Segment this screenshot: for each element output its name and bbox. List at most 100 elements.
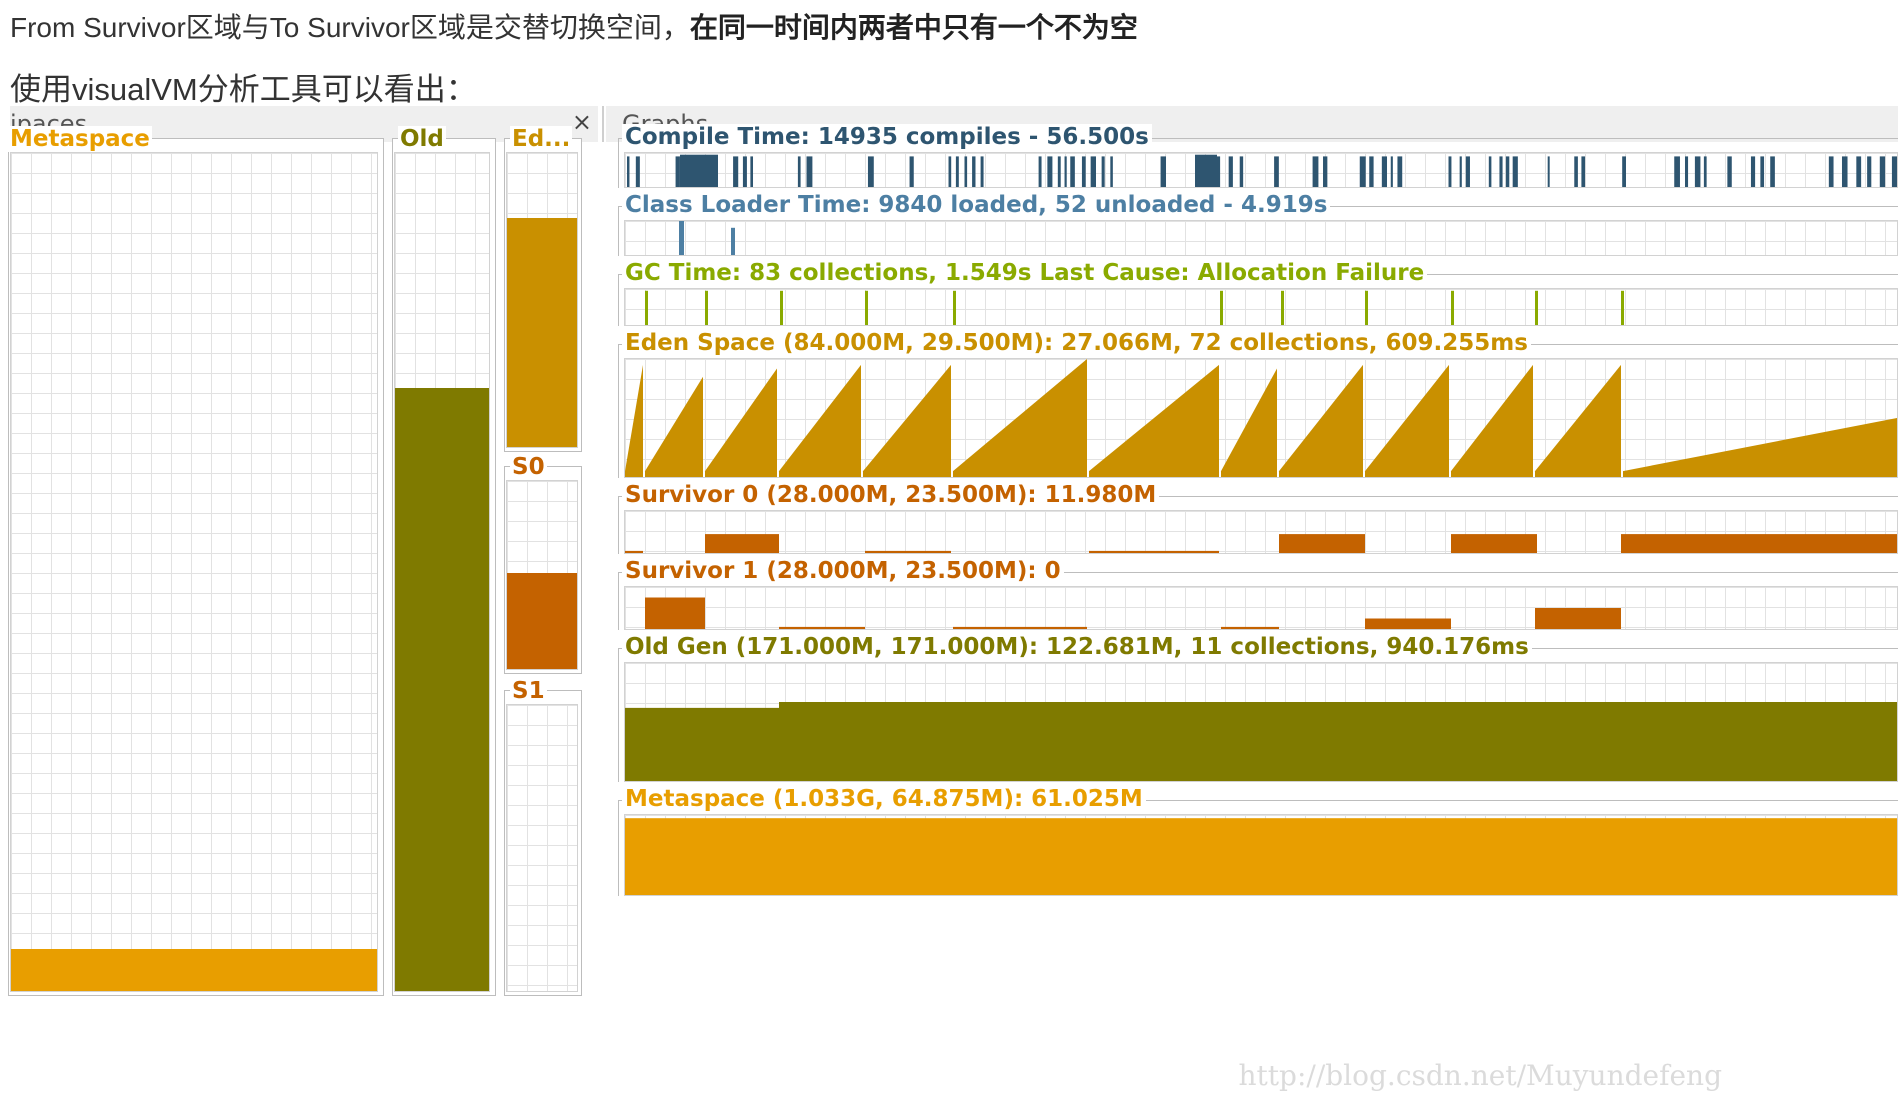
eden-graph-edge bbox=[618, 344, 619, 478]
compile-graph-plot bbox=[627, 154, 1897, 187]
close-icon[interactable]: × bbox=[571, 108, 592, 136]
compile-activity-bar bbox=[797, 156, 801, 187]
classloader-activity-bar bbox=[731, 227, 735, 255]
survivor0-occupancy-block bbox=[625, 550, 643, 553]
compile-activity-bar bbox=[1891, 156, 1897, 187]
oldgen-occupancy-area bbox=[625, 701, 1897, 781]
compile-activity-bar bbox=[1879, 156, 1886, 187]
compile-activity-bar bbox=[867, 156, 874, 187]
survivor1-occupancy-block bbox=[1365, 618, 1451, 629]
metaspace-graph bbox=[624, 814, 1898, 896]
eden-label: Ed... bbox=[510, 126, 573, 152]
gc-event-bar bbox=[865, 290, 868, 325]
gc-event-bar bbox=[1220, 290, 1223, 325]
s1-label: S1 bbox=[510, 678, 547, 704]
compile-activity-bar bbox=[1110, 156, 1113, 187]
gc-event-bar bbox=[645, 290, 648, 325]
old-grid bbox=[394, 152, 490, 992]
oldgen-graph-edge bbox=[618, 648, 619, 782]
metaspace-graph-title: Metaspace (1.033G, 64.875M): 61.025M bbox=[622, 786, 1146, 812]
compile-graph-frame bbox=[618, 138, 1898, 139]
gc-event-bar bbox=[953, 290, 956, 325]
compile-activity-bar bbox=[1057, 156, 1061, 187]
survivor1-graph-edge bbox=[618, 572, 619, 630]
eden-sawtooth-tooth bbox=[645, 376, 703, 477]
watermark: http://blog.csdn.net/Muyundefeng bbox=[1238, 1059, 1723, 1092]
compile-activity-bar bbox=[806, 156, 813, 187]
compile-activity-bar bbox=[1274, 156, 1279, 187]
s0-fill bbox=[507, 573, 577, 669]
intro-bold-text: 在同一时间内两者中只有一个不为空 bbox=[689, 12, 1138, 43]
gc-event-bar bbox=[1621, 290, 1624, 325]
survivor1-graph-frame bbox=[618, 572, 1898, 573]
eden-sawtooth-tooth bbox=[1535, 364, 1621, 477]
compile-activity-bar bbox=[635, 156, 640, 187]
compile-activity-bar bbox=[1459, 156, 1462, 187]
metaspace-grid bbox=[10, 152, 378, 992]
eden-sawtooth-tooth bbox=[1451, 364, 1533, 477]
old-fill bbox=[395, 387, 489, 991]
compile-activity-bar bbox=[1727, 156, 1732, 187]
compile-activity-bar bbox=[1359, 156, 1366, 187]
compile-activity-bar bbox=[675, 156, 680, 187]
compile-activity-bar bbox=[750, 156, 754, 187]
eden-sawtooth-tooth bbox=[705, 368, 777, 477]
compile-activity-bar bbox=[1465, 156, 1470, 187]
survivor0-graph-edge bbox=[618, 496, 619, 554]
compile-activity-bar bbox=[1505, 156, 1510, 187]
classloader-graph-plot bbox=[679, 221, 735, 255]
eden-sawtooth-tooth bbox=[1089, 364, 1219, 477]
survivor1-occupancy-block bbox=[779, 626, 865, 629]
compile-activity-bar bbox=[1684, 156, 1689, 187]
intro-line-1: From Survivor区域与To Survivor区域是交替切换空间，在同一… bbox=[10, 6, 1138, 46]
eden-fill bbox=[507, 217, 577, 447]
compile-activity-bar bbox=[1323, 156, 1328, 187]
survivor1-graph bbox=[624, 586, 1898, 630]
classloader-activity-bar bbox=[679, 221, 684, 255]
compile-activity-bar bbox=[1674, 156, 1680, 187]
oldgen-graph bbox=[624, 662, 1898, 782]
survivor1-graph-plot bbox=[645, 597, 1621, 629]
eden-sawtooth-tooth bbox=[1221, 368, 1277, 477]
gc-event-bar bbox=[1365, 290, 1368, 325]
compile-activity-bar bbox=[980, 156, 984, 187]
gc-event-bar bbox=[1535, 290, 1538, 325]
gc-event-bar bbox=[705, 290, 708, 325]
survivor0-occupancy-block bbox=[1451, 534, 1537, 553]
compile-activity-bar bbox=[1228, 156, 1233, 187]
compile-activity-bar bbox=[1499, 156, 1503, 187]
eden-sawtooth-tooth bbox=[779, 364, 861, 477]
eden-graph-plot bbox=[625, 359, 1897, 477]
compile-graph-title: Compile Time: 14935 compiles - 56.500s bbox=[622, 124, 1152, 150]
visualvm-screenshot: ipaces × Graphs Metaspace Old Ed... S0 S… bbox=[0, 106, 1902, 1100]
survivor0-occupancy-block bbox=[1089, 550, 1219, 553]
gc-event-bar bbox=[780, 290, 783, 325]
gc-graph-plot bbox=[645, 290, 1624, 325]
survivor0-occupancy-block bbox=[705, 534, 779, 553]
compile-activity-bar bbox=[627, 156, 630, 187]
survivor0-occupancy-block bbox=[1621, 534, 1897, 553]
compile-activity-bar bbox=[1488, 156, 1492, 187]
oldgen-graph-title: Old Gen (171.000M, 171.000M): 122.681M, … bbox=[622, 634, 1532, 660]
eden-graph bbox=[624, 358, 1898, 478]
intro-plain-text: From Survivor区域与To Survivor区域是交替切换空间， bbox=[10, 12, 690, 43]
eden-sawtooth-tooth bbox=[863, 364, 951, 477]
compile-activity-bar bbox=[1312, 156, 1319, 187]
metaspace-occupancy-area bbox=[625, 818, 1897, 895]
eden-grid bbox=[506, 152, 578, 448]
metaspace-graph-frame bbox=[618, 800, 1898, 801]
compile-activity-bar bbox=[1856, 156, 1862, 187]
compile-graph bbox=[624, 152, 1898, 188]
survivor0-graph-frame bbox=[618, 496, 1898, 497]
s1-grid bbox=[506, 704, 578, 992]
compile-activity-bar bbox=[1101, 156, 1105, 187]
compile-activity-bar bbox=[972, 156, 976, 187]
compile-activity-bar bbox=[964, 156, 968, 187]
compile-activity-bar bbox=[1448, 156, 1452, 187]
metaspace-label: Metaspace bbox=[8, 126, 152, 152]
compile-activity-bar bbox=[1081, 156, 1086, 187]
eden-sawtooth-tooth bbox=[625, 364, 643, 477]
compile-activity-bar bbox=[1694, 156, 1701, 187]
gc-graph-edge bbox=[618, 274, 619, 326]
compile-activity-bar bbox=[909, 156, 914, 187]
